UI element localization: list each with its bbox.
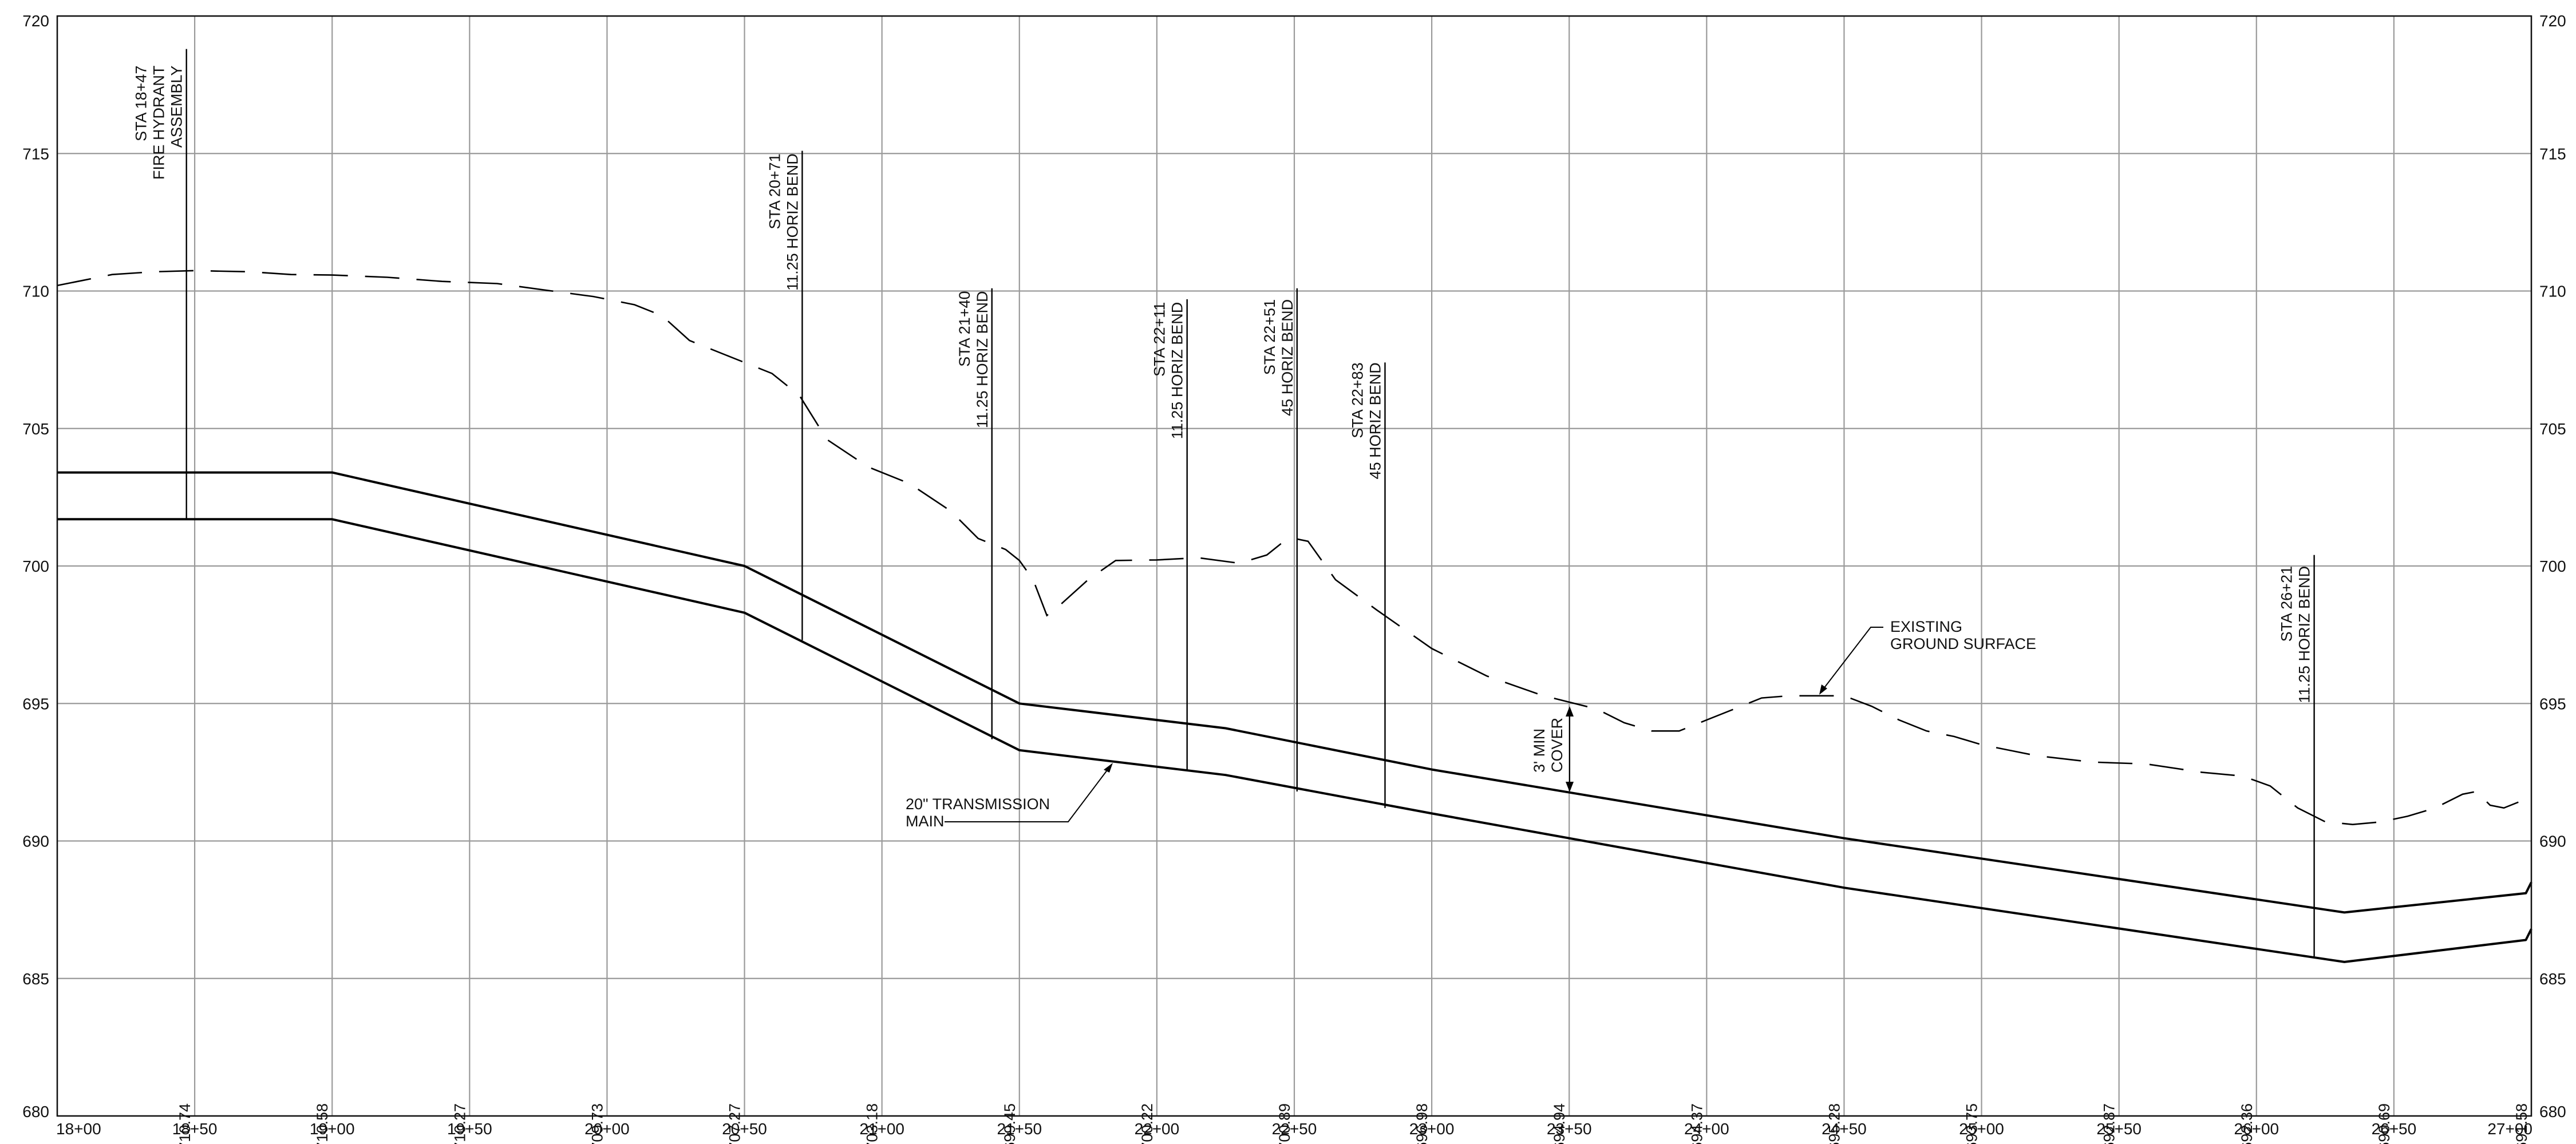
eg-elevation-label: EG 703.18 <box>864 1103 881 1144</box>
station-callout-text: 11.25 HORIZ BEND <box>1169 302 1186 440</box>
min-cover-label-line2: COVER <box>1548 718 1566 773</box>
x-tick-label: 21+50 <box>997 1120 1042 1138</box>
y-tick-label-left: 705 <box>22 420 49 438</box>
eg-elevation-label: EG 700.89 <box>1276 1103 1293 1144</box>
y-tick-label-right: 705 <box>2539 420 2566 438</box>
grid-lines <box>56 15 2532 1117</box>
pipe-top-line <box>57 471 2532 914</box>
station-callout-text: STA 22+83 <box>1349 362 1366 438</box>
eg-elevation-label: EG 694.37 <box>1688 1103 1705 1144</box>
x-tick-label: 19+00 <box>310 1120 355 1138</box>
x-tick-label: 25+00 <box>1959 1120 2004 1138</box>
x-tick-label: 26+50 <box>2372 1120 2417 1138</box>
eg-elevation-label: EG 694.94 <box>1551 1103 1568 1144</box>
transmission-main-leader <box>945 765 1111 822</box>
station-callout-text: STA 20+71 <box>766 153 783 229</box>
station-callout-text: FIRE HYDRANT <box>151 66 168 180</box>
eg-elevation-label: EG 700.22 <box>1139 1103 1156 1144</box>
y-tick-label-left: 680 <box>22 1103 49 1121</box>
existing-ground-profile <box>57 270 2532 826</box>
transmission-main-label-line1: 20" TRANSMISSION <box>906 795 1050 813</box>
y-tick-label-left: 700 <box>22 557 49 575</box>
eg-elevation-label: EG 692.36 <box>2238 1103 2255 1144</box>
x-tick-label: 20+00 <box>584 1120 630 1138</box>
min-cover-arrow-bottom <box>1566 782 1574 792</box>
eg-elevation-label: EG 699.45 <box>1001 1103 1018 1144</box>
y-tick-label-right: 700 <box>2539 557 2566 575</box>
y-tick-label-right: 695 <box>2539 695 2566 712</box>
y-tick-label-left: 720 <box>22 12 49 30</box>
eg-elevation-label: EG 691.58 <box>2513 1103 2530 1144</box>
y-tick-label-left: 710 <box>22 283 49 300</box>
transmission-main-label-line2: MAIN <box>906 813 945 830</box>
x-tick-label: 18+50 <box>172 1120 218 1138</box>
station-callout-text: STA 21+40 <box>956 291 973 367</box>
eg-elevation-label: EG 696.98 <box>1413 1103 1431 1144</box>
eg-elevation-label: EG 710.74 <box>176 1103 193 1144</box>
annotations: 20" TRANSMISSION MAIN EXISTING GROUND SU… <box>906 618 2036 830</box>
x-tick-label: 18+00 <box>56 1120 101 1138</box>
eg-elevation-label: EG 709.73 <box>588 1103 606 1144</box>
y-tick-label-right: 720 <box>2539 12 2566 30</box>
station-callout-text: 11.25 HORIZ BEND <box>2296 566 2313 703</box>
x-tick-label: 24+00 <box>1684 1120 1729 1138</box>
y-tick-label-left: 690 <box>22 833 49 850</box>
min-cover-label-line1: 3' MIN <box>1531 729 1548 773</box>
plot-frame <box>56 15 2532 1117</box>
y-tick-label-right: 715 <box>2539 145 2566 163</box>
existing-ground-line <box>57 270 2532 826</box>
ground-surface-label-line2: GROUND SURFACE <box>1890 635 2036 652</box>
y-tick-label-right: 710 <box>2539 283 2566 300</box>
eg-elevation-label: EG 692.87 <box>2101 1103 2118 1144</box>
ground-surface-arrowhead <box>1819 684 1827 695</box>
transmission-main-arrowhead <box>1104 763 1113 773</box>
eg-elevation-label: EG 710.27 <box>451 1103 468 1144</box>
x-tick-label: 21+00 <box>859 1120 904 1138</box>
eg-elevation-label: EG 695.28 <box>1826 1103 1843 1144</box>
station-callout-text: STA 22+51 <box>1261 299 1278 375</box>
x-tick-label: 23+50 <box>1547 1120 1592 1138</box>
x-tick-label: 26+00 <box>2234 1120 2279 1138</box>
eg-elevation-label: EG 707.27 <box>726 1103 744 1144</box>
ground-surface-leader <box>1821 627 1883 692</box>
y-tick-label-right: 680 <box>2539 1103 2566 1121</box>
y-tick-label-left: 715 <box>22 145 49 163</box>
eg-elevation-label: EG 693.75 <box>1963 1103 1981 1144</box>
station-callout-text: 11.25 HORIZ BEND <box>784 153 801 291</box>
ground-surface-label-line1: EXISTING <box>1890 618 1962 635</box>
x-tick-label: 24+50 <box>1822 1120 1867 1138</box>
station-callout-text: STA 18+47 <box>133 66 150 141</box>
axis-tick-labels: 18+00 18+50 19+00 19+50 20+00 20+50 21+00 21+50… <box>22 12 2566 1138</box>
eg-elevation-label: EG 710.58 <box>314 1103 331 1144</box>
station-callout-text: 11.25 HORIZ BEND <box>974 291 991 429</box>
x-tick-label: 27+00 <box>2487 1120 2532 1138</box>
station-callout-text: STA 26+21 <box>2278 566 2296 642</box>
station-callout-text: ASSEMBLY <box>168 66 185 148</box>
station-callout-text: 45 HORIZ BEND <box>1367 362 1384 479</box>
x-tick-label: 25+50 <box>2096 1120 2142 1138</box>
x-tick-label: 22+00 <box>1135 1120 1180 1138</box>
station-callout-text: 45 HORIZ BEND <box>1279 299 1296 416</box>
y-tick-label-right: 685 <box>2539 970 2566 988</box>
pipe-bottom-line <box>57 518 2532 963</box>
x-tick-label: 20+50 <box>722 1120 767 1138</box>
station-callout-text: STA 22+11 <box>1151 302 1168 377</box>
x-tick-label: 23+00 <box>1409 1120 1455 1138</box>
min-cover-arrow-top <box>1566 706 1574 717</box>
existing-grade-labels: EG 710.74 EG 710.58 EG 710.27 EG 709.73 EG 7… <box>176 1103 2530 1144</box>
x-tick-label: 22+50 <box>1272 1120 1317 1138</box>
y-tick-label-right: 690 <box>2539 833 2566 850</box>
x-tick-label: 19+50 <box>447 1120 492 1138</box>
eg-elevation-label: EG 690.69 <box>2376 1103 2393 1144</box>
y-tick-label-left: 685 <box>22 970 49 988</box>
y-tick-label-left: 695 <box>22 695 49 712</box>
transmission-main-pipe <box>57 471 2532 963</box>
